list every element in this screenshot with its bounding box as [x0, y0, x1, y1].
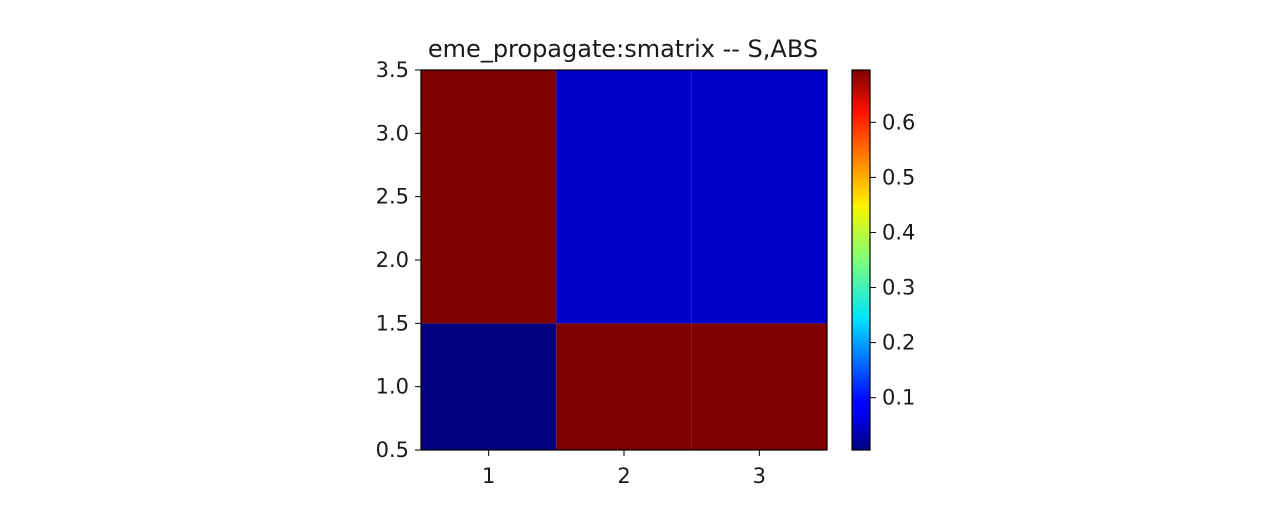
y-tick-label: 1.0	[376, 375, 409, 399]
colorbar-tick-label: 0.5	[882, 165, 915, 189]
y-tick-label: 1.5	[376, 311, 409, 335]
x-tick-label: 3	[753, 464, 766, 488]
y-tick-label: 3.5	[376, 58, 409, 82]
y-tick-label: 3.0	[376, 121, 409, 145]
heatmap-cell	[691, 70, 827, 324]
y-tick-label: 2.0	[376, 248, 409, 272]
x-tick-label: 2	[617, 464, 630, 488]
heatmap-cell	[556, 323, 692, 450]
x-axis: 1 2 3	[482, 450, 766, 488]
y-tick-label: 2.5	[376, 185, 409, 209]
colorbar-tick-label: 0.4	[882, 220, 915, 244]
heatmap-cells	[421, 70, 827, 450]
colorbar-axis: 0.1 0.2 0.3 0.4 0.5 0.6	[870, 110, 915, 410]
colorbar-tick-label: 0.3	[882, 276, 915, 300]
y-axis: 0.5 1.0 1.5 2.0 2.5 3.0 3.5	[376, 58, 421, 462]
colorbar-tick-label: 0.2	[882, 331, 915, 355]
heatmap-cell	[421, 323, 557, 450]
heatmap-cell	[556, 70, 692, 324]
heatmap-cell	[421, 70, 557, 324]
y-tick-label: 0.5	[376, 438, 409, 462]
heatmap-cell	[691, 323, 827, 450]
colorbar-tick-label: 0.6	[882, 110, 915, 134]
colorbar-tick-label: 0.1	[882, 386, 915, 410]
chart-title: eme_propagate:smatrix -- S,ABS	[428, 35, 818, 63]
colorbar	[851, 69, 871, 451]
x-tick-label: 1	[482, 464, 495, 488]
